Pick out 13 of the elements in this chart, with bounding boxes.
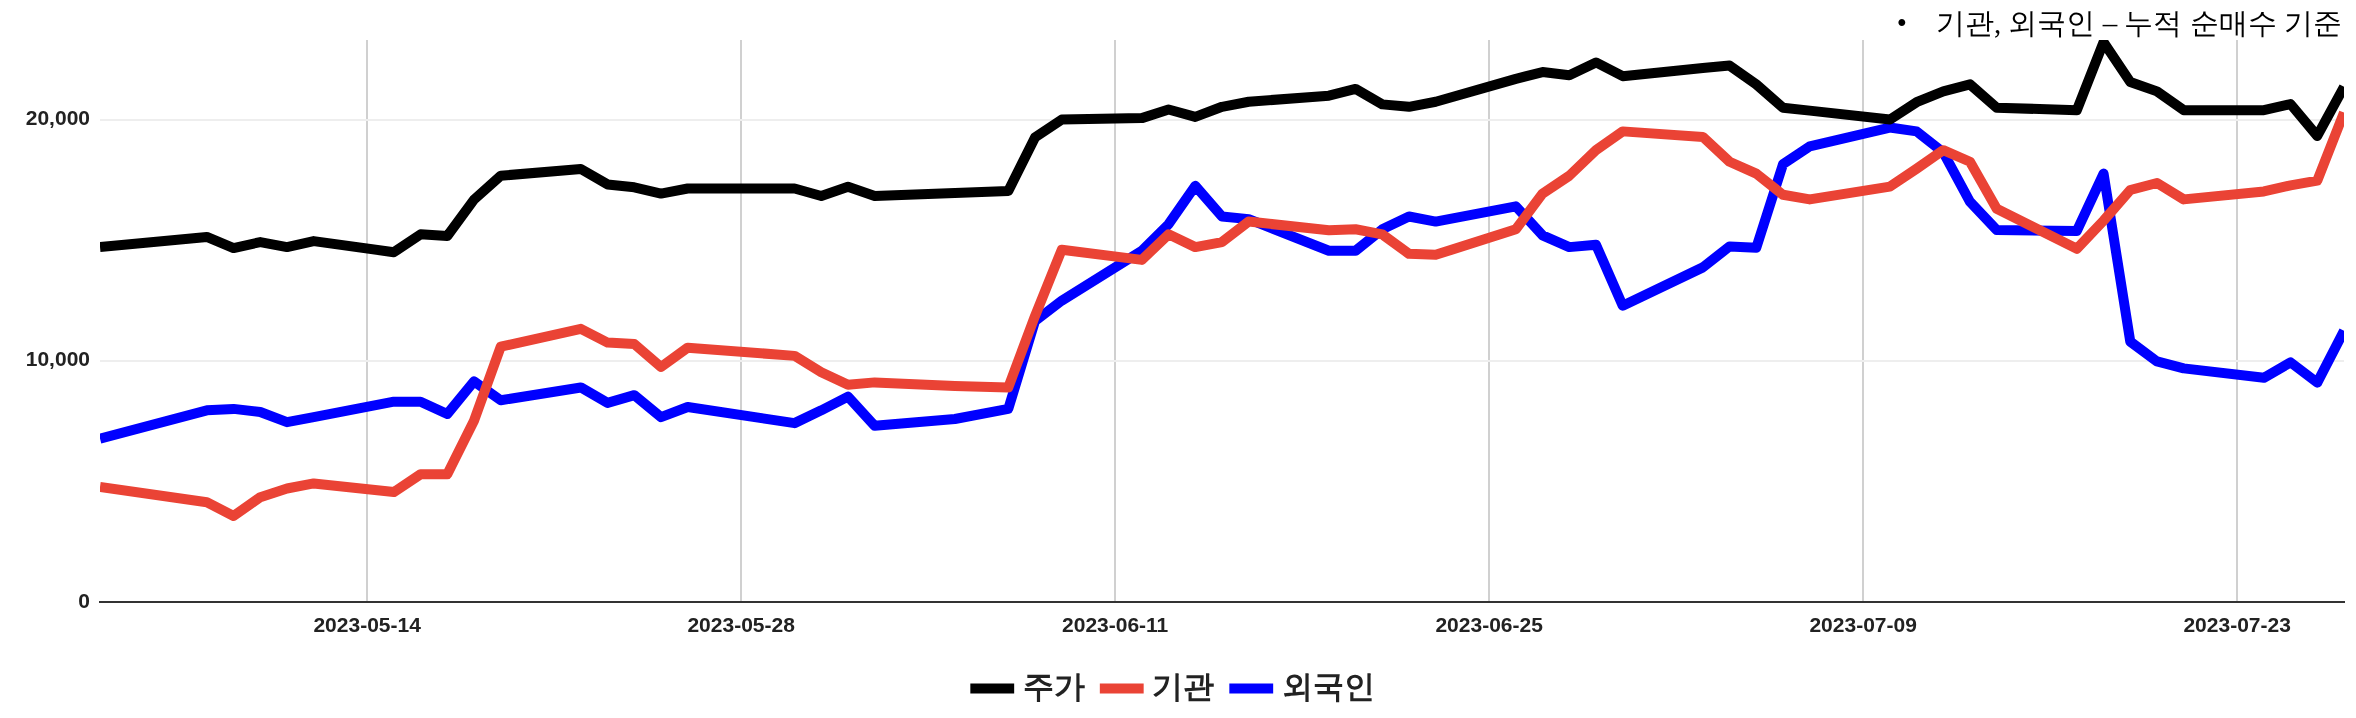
y-tick-label: 0 [78, 588, 90, 612]
y-tick-label: 10,000 [25, 347, 90, 371]
x-tick-label: 2023-05-28 [687, 613, 796, 637]
legend-label: 주가 [1022, 667, 1085, 704]
x-tick-label: 2023-06-25 [1435, 613, 1544, 637]
x-tick-label: 2023-06-11 [1062, 613, 1169, 637]
text: • 기관, 외국인 – 누적 순매수 기준 [1896, 6, 2342, 41]
legend-label: 기관 [1152, 667, 1215, 704]
x-tick-label: 2023-07-23 [2183, 613, 2291, 637]
x-tick-label: 2023-05-14 [313, 613, 422, 637]
x-tick-label: 2023-07-09 [1809, 613, 1917, 637]
legend-label: 외국인 [1281, 667, 1375, 704]
y-tick-label: 20,000 [25, 106, 90, 130]
